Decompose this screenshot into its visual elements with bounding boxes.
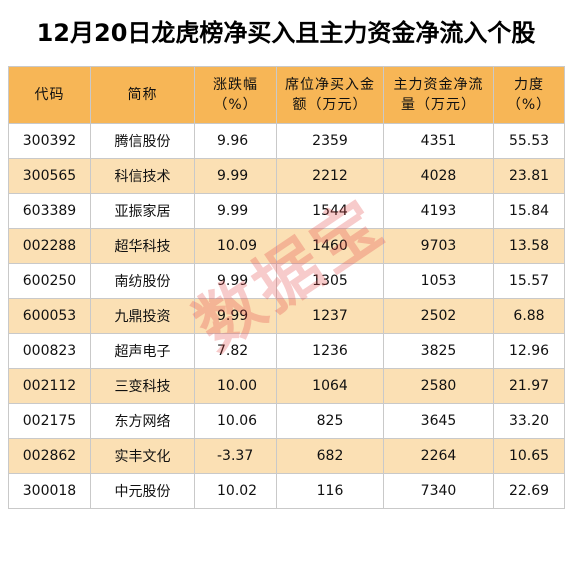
cell-main-net-inflow: 4028 [383, 158, 494, 194]
cell-seat-net-buy: 1544 [276, 193, 384, 229]
header-name-label: 简称 [127, 87, 158, 103]
cell-code: 600053 [8, 298, 91, 334]
table-row: 000823 超声电子 7.82 1236 3825 12.96 [8, 333, 565, 369]
table-row: 600250 南纺股份 9.99 1305 1053 15.57 [8, 263, 565, 299]
header-seat-net-buy-label: 席位净买入金额（万元） [285, 77, 375, 113]
cell-strength: 13.58 [493, 228, 565, 264]
cell-seat-net-buy: 1064 [276, 368, 384, 404]
cell-seat-net-buy: 2359 [276, 123, 384, 159]
cell-strength: 10.65 [493, 438, 565, 474]
cell-code: 603389 [8, 193, 91, 229]
cell-code: 300018 [8, 473, 91, 509]
cell-main-net-inflow: 2264 [383, 438, 494, 474]
cell-change: 10.06 [194, 403, 277, 439]
cell-change: 9.99 [194, 158, 277, 194]
cell-strength: 12.96 [493, 333, 565, 369]
cell-strength: 15.84 [493, 193, 565, 229]
header-main-net-inflow-label: 主力资金净流量（万元） [393, 77, 484, 113]
cell-change: -3.37 [194, 438, 277, 474]
cell-code: 002862 [8, 438, 91, 474]
header-change: 涨跌幅（%） [194, 66, 277, 124]
cell-main-net-inflow: 3645 [383, 403, 494, 439]
cell-strength: 33.20 [493, 403, 565, 439]
table-row: 300018 中元股份 10.02 116 7340 22.69 [8, 473, 565, 509]
table-body: 300392 腾信股份 9.96 2359 4351 55.53 300565 科信技术 9.9… [8, 123, 565, 509]
cell-code: 300565 [8, 158, 91, 194]
cell-seat-net-buy: 116 [276, 473, 384, 509]
cell-main-net-inflow: 2502 [383, 298, 494, 334]
cell-name: 三变科技 [90, 368, 195, 404]
cell-name: 东方网络 [90, 403, 195, 439]
cell-name: 九鼎投资 [90, 298, 195, 334]
cell-name: 南纺股份 [90, 263, 195, 299]
cell-strength: 55.53 [493, 123, 565, 159]
cell-code: 002112 [8, 368, 91, 404]
cell-code: 600250 [8, 263, 91, 299]
cell-code: 002288 [8, 228, 91, 264]
cell-name: 超华科技 [90, 228, 195, 264]
cell-strength: 6.88 [493, 298, 565, 334]
header-row: 代码 简称 涨跌幅（%） 席位净买入金额（万元） 主力资金净流量（万元） 力度（… [8, 66, 565, 124]
cell-main-net-inflow: 2580 [383, 368, 494, 404]
cell-main-net-inflow: 4351 [383, 123, 494, 159]
header-strength-label: 力度（%） [506, 77, 552, 113]
stock-table: 代码 简称 涨跌幅（%） 席位净买入金额（万元） 主力资金净流量（万元） 力度（… [8, 66, 565, 509]
cell-name: 腾信股份 [90, 123, 195, 159]
cell-change: 7.82 [194, 333, 277, 369]
cell-seat-net-buy: 682 [276, 438, 384, 474]
cell-change: 9.96 [194, 123, 277, 159]
cell-name: 中元股份 [90, 473, 195, 509]
table-row: 002862 实丰文化 -3.37 682 2264 10.65 [8, 438, 565, 474]
cell-code: 002175 [8, 403, 91, 439]
header-name: 简称 [90, 66, 195, 124]
cell-change: 10.02 [194, 473, 277, 509]
cell-seat-net-buy: 825 [276, 403, 384, 439]
cell-strength: 23.81 [493, 158, 565, 194]
header-main-net-inflow: 主力资金净流量（万元） [383, 66, 494, 124]
cell-seat-net-buy: 2212 [276, 158, 384, 194]
table-row: 300565 科信技术 9.99 2212 4028 23.81 [8, 158, 565, 194]
table-header: 代码 简称 涨跌幅（%） 席位净买入金额（万元） 主力资金净流量（万元） 力度（… [8, 66, 565, 124]
header-strength: 力度（%） [493, 66, 565, 124]
cell-name: 科信技术 [90, 158, 195, 194]
cell-name: 实丰文化 [90, 438, 195, 474]
cell-name: 亚振家居 [90, 193, 195, 229]
cell-code: 000823 [8, 333, 91, 369]
table-row: 600053 九鼎投资 9.99 1237 2502 6.88 [8, 298, 565, 334]
cell-seat-net-buy: 1237 [276, 298, 384, 334]
cell-change: 9.99 [194, 263, 277, 299]
cell-change: 10.09 [194, 228, 277, 264]
cell-main-net-inflow: 3825 [383, 333, 494, 369]
cell-strength: 22.69 [493, 473, 565, 509]
cell-change: 10.00 [194, 368, 277, 404]
cell-change: 9.99 [194, 298, 277, 334]
page-title: 12月20日龙虎榜净买入且主力资金净流入个股 [36, 19, 536, 47]
header-code: 代码 [8, 66, 91, 124]
cell-seat-net-buy: 1305 [276, 263, 384, 299]
cell-main-net-inflow: 9703 [383, 228, 494, 264]
cell-main-net-inflow: 4193 [383, 193, 494, 229]
cell-seat-net-buy: 1236 [276, 333, 384, 369]
table-row: 603389 亚振家居 9.99 1544 4193 15.84 [8, 193, 565, 229]
header-change-label: 涨跌幅（%） [213, 77, 258, 113]
cell-seat-net-buy: 1460 [276, 228, 384, 264]
cell-main-net-inflow: 1053 [383, 263, 494, 299]
table-row: 002288 超华科技 10.09 1460 9703 13.58 [8, 228, 565, 264]
header-code-label: 代码 [34, 87, 65, 103]
cell-strength: 15.57 [493, 263, 565, 299]
table-row: 002112 三变科技 10.00 1064 2580 21.97 [8, 368, 565, 404]
cell-main-net-inflow: 7340 [383, 473, 494, 509]
table-row: 002175 东方网络 10.06 825 3645 33.20 [8, 403, 565, 439]
cell-code: 300392 [8, 123, 91, 159]
header-seat-net-buy: 席位净买入金额（万元） [276, 66, 384, 124]
cell-name: 超声电子 [90, 333, 195, 369]
table-row: 300392 腾信股份 9.96 2359 4351 55.53 [8, 123, 565, 159]
cell-change: 9.99 [194, 193, 277, 229]
cell-strength: 21.97 [493, 368, 565, 404]
